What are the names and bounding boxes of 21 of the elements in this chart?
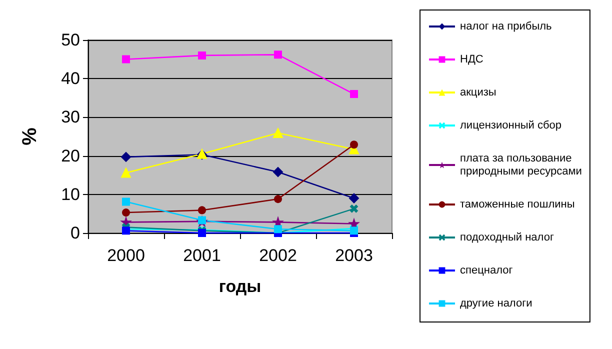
x-tick-label: 2000 — [107, 246, 145, 265]
y-tick-label: 0 — [70, 224, 80, 242]
x-tick-label: 2003 — [335, 246, 373, 265]
y-tick-label: 50 — [61, 30, 80, 50]
legend-label: спецналог — [460, 264, 513, 276]
legend-label: НДС — [460, 54, 484, 66]
x-tick-label: 2001 — [183, 246, 221, 265]
legend-label: таможенные пошлины — [460, 198, 575, 210]
y-tick-label: 10 — [61, 184, 80, 204]
legend-label: лицензионный сбор — [460, 120, 562, 132]
x-axis-title: годы — [218, 277, 262, 296]
y-tick-label: 20 — [61, 146, 80, 166]
y-tick-label: 30 — [61, 108, 80, 127]
legend-label: подоходный налог — [460, 232, 554, 244]
legend-label: налог на прибыль — [460, 20, 552, 32]
legend-label: другие налоги — [460, 298, 532, 310]
y-tick-label: 40 — [61, 69, 80, 88]
x-tick-label: 2002 — [259, 246, 297, 265]
y-axis-title: % — [19, 127, 41, 146]
legend-label: плата за пользование природными ресурсами — [460, 152, 582, 178]
legend-label: акцизы — [460, 86, 496, 98]
